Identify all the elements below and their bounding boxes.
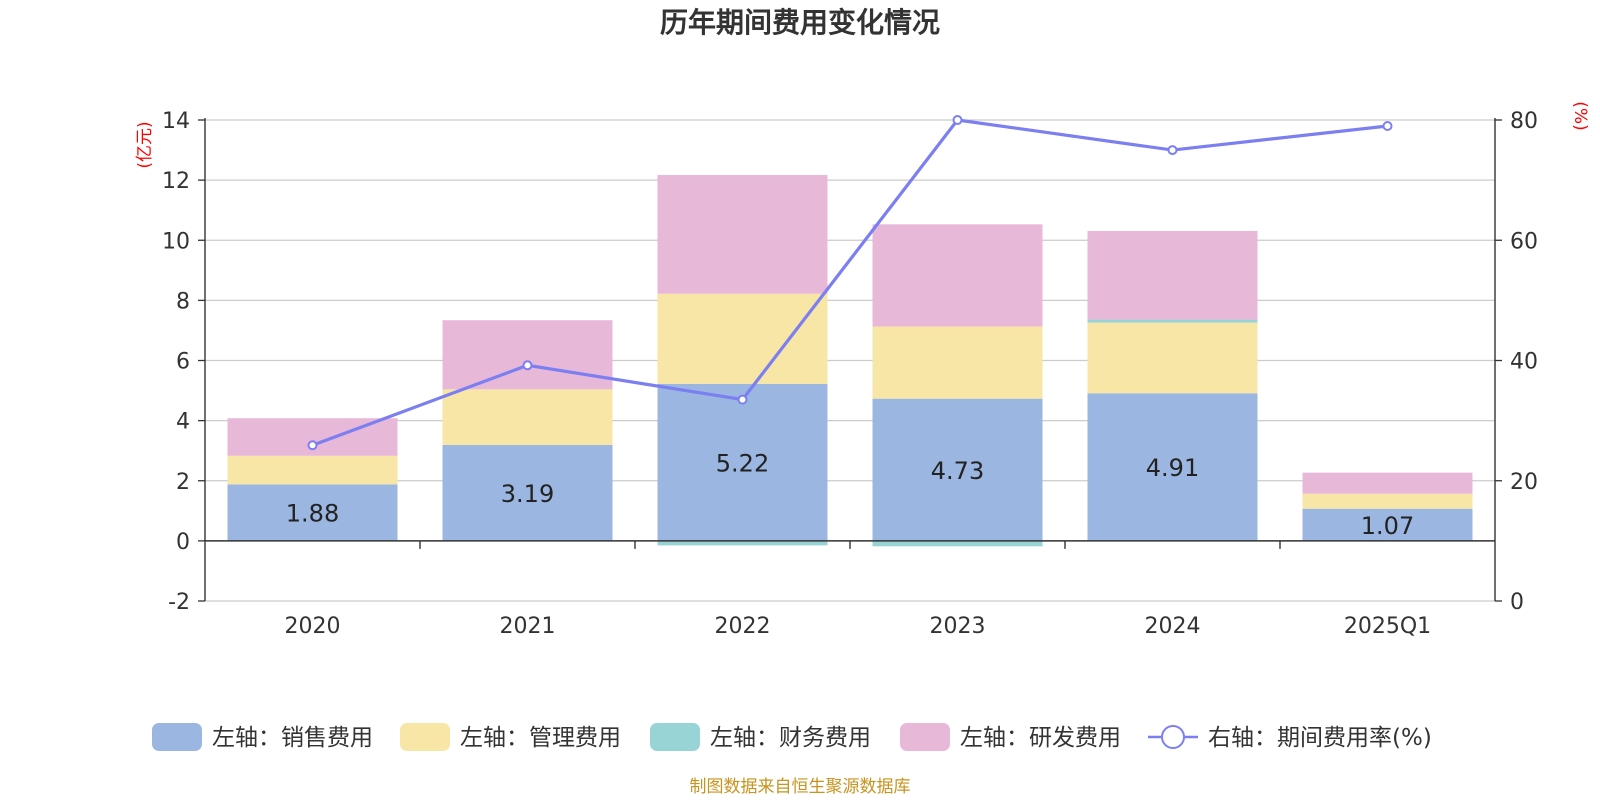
bar-segment bbox=[1087, 322, 1258, 394]
data-label: 4.73 bbox=[931, 457, 984, 485]
left-tick-label: 10 bbox=[162, 229, 190, 254]
left-tick-label: 2 bbox=[176, 470, 190, 495]
bar-segment bbox=[1087, 319, 1258, 323]
legend-label: 左轴：研发费用 bbox=[960, 725, 1121, 751]
legend-label: 左轴：管理费用 bbox=[460, 725, 621, 751]
rate-point bbox=[952, 115, 963, 125]
right-tick-label: 60 bbox=[1510, 229, 1538, 254]
bar-segment bbox=[872, 398, 1043, 541]
legend-label: 左轴：财务费用 bbox=[710, 725, 871, 751]
chart-title: 历年期间费用变化情况 bbox=[660, 6, 940, 39]
rate-point bbox=[522, 360, 533, 371]
x-tick-label: 2024 bbox=[1145, 614, 1201, 639]
right-axis-unit: (%) bbox=[1570, 101, 1590, 130]
legend-swatch bbox=[900, 723, 950, 751]
source-note: 制图数据来自恒生聚源数据库 bbox=[690, 777, 911, 797]
legend-swatch bbox=[400, 723, 450, 751]
legend-label: 左轴：销售费用 bbox=[212, 725, 373, 751]
left-tick-label: 14 bbox=[162, 109, 190, 134]
rate-point bbox=[1382, 121, 1393, 132]
bar-segment bbox=[872, 224, 1043, 327]
left-tick-label: 4 bbox=[176, 410, 190, 435]
bar-segment bbox=[227, 455, 398, 485]
bar-segment bbox=[1302, 472, 1473, 494]
rate-point bbox=[737, 394, 748, 405]
left-axis-unit: (亿元) bbox=[135, 121, 155, 168]
right-tick-label: 80 bbox=[1510, 109, 1538, 134]
left-tick-label: 0 bbox=[176, 530, 190, 555]
left-tick-label: -2 bbox=[168, 590, 190, 615]
bar-segment bbox=[442, 389, 613, 445]
bar-segment bbox=[872, 540, 1043, 547]
legend: 左轴：销售费用 左轴：管理费用 左轴：财务费用 左轴：研发费用 右轴：期间费用率(%) bbox=[152, 723, 1432, 751]
right-tick-label: 40 bbox=[1510, 350, 1538, 375]
rate-point bbox=[1167, 145, 1178, 156]
x-tick-label: 2022 bbox=[715, 614, 771, 639]
bar-segment bbox=[1087, 393, 1258, 541]
x-tick-label: 2020 bbox=[285, 614, 341, 639]
bar-segment bbox=[442, 444, 613, 541]
rate-line bbox=[307, 115, 1393, 451]
data-labels: 1.88 3.19 5.22 4.73 4.91 1.07 bbox=[286, 449, 1414, 539]
right-tick-label: 20 bbox=[1510, 470, 1538, 495]
bars bbox=[227, 175, 1473, 547]
bar-segment bbox=[657, 175, 828, 294]
left-tick-label: 12 bbox=[162, 169, 190, 194]
bar-segment bbox=[1302, 508, 1473, 541]
bar-segment bbox=[1302, 493, 1473, 509]
legend-label: 右轴：期间费用率(%) bbox=[1208, 725, 1432, 751]
data-label: 5.22 bbox=[716, 449, 769, 477]
gridlines bbox=[205, 119, 1495, 602]
bar-segment bbox=[442, 320, 613, 390]
x-tick-label: 2023 bbox=[930, 614, 986, 639]
x-tick-label: 2021 bbox=[500, 614, 556, 639]
bar-segment bbox=[1087, 230, 1258, 320]
left-tick-label: 8 bbox=[176, 289, 190, 314]
rate-line-path bbox=[311, 118, 1388, 447]
x-tick-label: 2025Q1 bbox=[1344, 614, 1431, 639]
bar-segment bbox=[227, 484, 398, 541]
bar-segment bbox=[657, 293, 828, 384]
data-label: 1.88 bbox=[286, 500, 339, 528]
right-tick-label: 0 bbox=[1510, 590, 1524, 615]
bar-segment bbox=[872, 326, 1043, 399]
data-label: 3.19 bbox=[501, 480, 554, 508]
data-label: 4.91 bbox=[1146, 454, 1199, 482]
bar-segment bbox=[657, 383, 828, 541]
rate-point bbox=[307, 440, 318, 451]
bar-segment bbox=[657, 540, 828, 546]
legend-marker bbox=[1161, 725, 1185, 749]
legend-swatch bbox=[650, 723, 700, 751]
data-label: 1.07 bbox=[1361, 512, 1414, 540]
legend-swatch bbox=[152, 723, 202, 751]
left-tick-label: 6 bbox=[176, 350, 190, 375]
